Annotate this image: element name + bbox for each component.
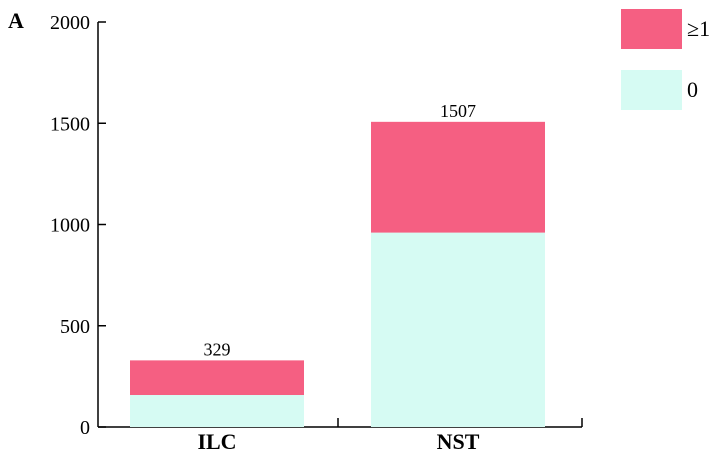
y-tick-label: 2000 xyxy=(50,12,90,34)
bar-segment xyxy=(130,395,304,427)
bar-segment xyxy=(371,233,545,427)
legend-label: 0 xyxy=(687,77,698,102)
y-tick-label: 1500 xyxy=(50,113,90,135)
x-category-label: NST xyxy=(437,429,480,453)
y-axis: 0 500 1000 1500 2000 xyxy=(50,12,106,439)
legend: ≥1 0 xyxy=(621,9,710,110)
y-tick-label: 500 xyxy=(60,316,90,338)
bar-total-label: 329 xyxy=(204,339,231,359)
bar-segment xyxy=(371,122,545,233)
y-tick-label: 0 xyxy=(80,417,90,439)
bar-segment xyxy=(130,360,304,395)
bar-total-label: 1507 xyxy=(440,101,476,121)
y-tick-label: 1000 xyxy=(50,215,90,237)
legend-swatch xyxy=(621,70,682,110)
x-category-label: ILC xyxy=(197,429,236,453)
legend-swatch xyxy=(621,9,682,49)
bars xyxy=(130,122,545,427)
legend-label: ≥1 xyxy=(687,16,710,41)
panel-label: A xyxy=(8,8,24,33)
